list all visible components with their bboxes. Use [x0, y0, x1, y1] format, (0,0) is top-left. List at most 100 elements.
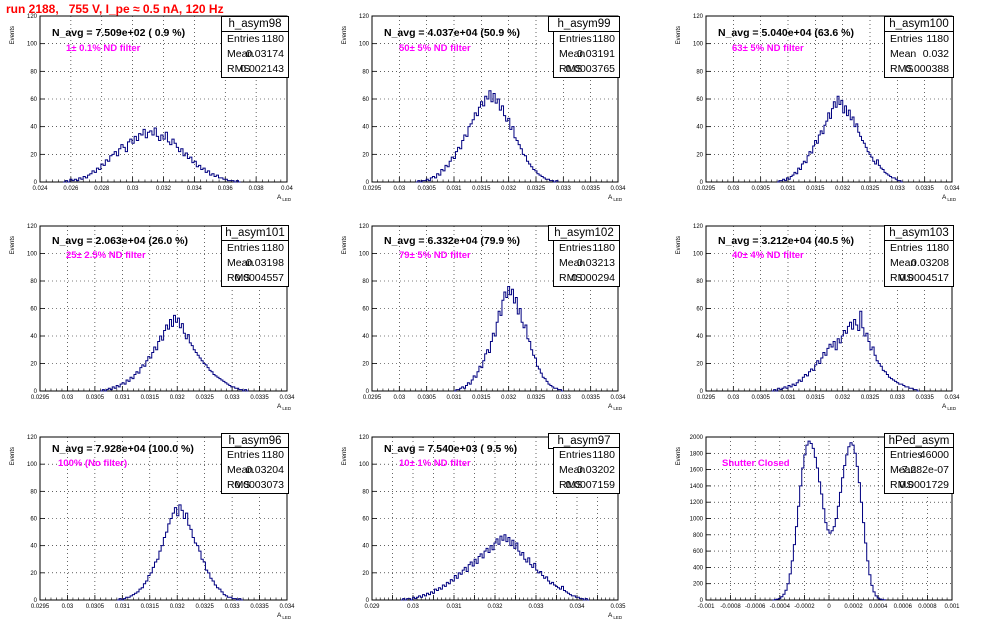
x-tick-label: 0.033 — [556, 186, 572, 192]
x-tick-label: 0.03 — [62, 395, 74, 401]
stats-label-rms: RMS — [227, 479, 251, 491]
y-tick-label: 100 — [693, 42, 704, 48]
stats-label-rms: RMS — [559, 479, 583, 491]
stats-label-entries: Entries — [890, 449, 923, 461]
x-tick-label: 0.0315 — [472, 186, 491, 192]
x-tick-label: 0.032 — [170, 395, 186, 401]
y-axis-title: Events — [10, 447, 16, 465]
y-tick-label: 80 — [30, 69, 37, 75]
stats-label-mean: Mean — [227, 48, 254, 60]
stats-row-rms: RMS 0.0007159 — [554, 478, 619, 493]
stats-row-mean: Mean 0.03198 — [222, 256, 288, 271]
stats-value-mean: 0.032 — [922, 48, 949, 60]
stats-value-rms: 0.0004557 — [234, 272, 284, 284]
y-tick-label: 80 — [362, 489, 369, 495]
x-tick-label: 0.031 — [446, 604, 462, 610]
stats-row-rms: RMS 0.0004517 — [885, 271, 953, 286]
y-tick-label: 80 — [30, 489, 37, 495]
x-tick-label: 0.035 — [610, 604, 626, 610]
y-tick-label: 60 — [362, 517, 369, 523]
stats-row-rms: RMS 0.000388 — [885, 62, 953, 77]
stats-value-rms: 0.0003073 — [234, 479, 284, 491]
stats-row-rms: RMS 0.002143 — [222, 62, 288, 77]
stats-row-mean: Mean 0.03208 — [885, 256, 953, 271]
x-tick-label: 0.0305 — [417, 186, 436, 192]
y-tick-label: 800 — [693, 533, 704, 539]
stats-value-entries: 1180 — [926, 242, 949, 254]
y-tick-label: 0 — [366, 180, 370, 186]
histogram-outline — [454, 286, 564, 392]
stats-label-rms: RMS — [890, 272, 914, 284]
stats-label-entries: Entries — [227, 242, 260, 254]
stats-row-entries: Entries 1180 — [885, 32, 953, 47]
x-tick-label: 0.0295 — [31, 395, 50, 401]
y-tick-label: 80 — [362, 279, 369, 285]
x-tick-label: 0.031 — [446, 395, 462, 401]
x-tick-label: 0.031 — [446, 186, 462, 192]
y-tick-label: 120 — [693, 224, 704, 230]
x-tick-label: 0.0295 — [697, 395, 716, 401]
x-tick-label: 0.03 — [393, 186, 405, 192]
histogram-outline — [777, 95, 903, 183]
stats-row-mean: Mean 0.03202 — [554, 463, 619, 478]
stats-value-entries: 1180 — [592, 242, 615, 254]
filter-label: 50± 5% ND filter — [399, 43, 471, 54]
stats-row-entries: Entries 1180 — [222, 32, 288, 47]
stats-box: Entries 46000 Mean -7.282e-07 RMS 0.0001729 — [884, 447, 954, 494]
y-tick-label: 20 — [30, 362, 37, 368]
n-avg-label: N_avg = 7.928e+04 (100.0 %) — [52, 443, 194, 455]
y-tick-label: 120 — [359, 435, 370, 441]
stats-label-entries: Entries — [227, 33, 260, 45]
filter-label: 40± 4% ND filter — [732, 250, 804, 261]
y-tick-label: 100 — [27, 252, 38, 258]
n-avg-label: N_avg = 7.540e+03 ( 9.5 %) — [384, 443, 518, 455]
stats-row-entries: Entries 1180 — [554, 448, 619, 463]
x-tick-label: 0.034 — [279, 604, 295, 610]
y-tick-label: 20 — [362, 152, 369, 158]
y-tick-label: 0 — [700, 180, 704, 186]
x-axis-title: ALED — [277, 612, 292, 620]
x-tick-label: 0.038 — [249, 186, 265, 192]
y-tick-label: 1800 — [690, 451, 704, 457]
x-tick-label: 0.031 — [780, 395, 796, 401]
y-tick-label: 120 — [693, 14, 704, 20]
x-tick-label: 0.033 — [528, 604, 544, 610]
stats-row-entries: Entries 46000 — [885, 448, 953, 463]
stats-row-mean: Mean 0.03204 — [222, 463, 288, 478]
x-axis-title: ALED — [942, 403, 957, 411]
histogram-outline — [100, 314, 249, 392]
stats-value-rms: 0.002143 — [240, 63, 284, 75]
x-tick-label: 0.0325 — [861, 395, 880, 401]
filter-label: 100% (No filter) — [58, 458, 128, 469]
y-tick-label: 40 — [362, 334, 369, 340]
filter-label: Shutter Closed — [722, 458, 790, 469]
x-tick-label: 0.0325 — [195, 395, 214, 401]
x-tick-label: 0 — [827, 604, 831, 610]
stats-row-mean: Mean 0.032 — [885, 47, 953, 62]
n-avg-label: N_avg = 5.040e+04 (63.6 %) — [718, 27, 855, 39]
y-tick-label: 20 — [362, 571, 369, 577]
y-tick-label: 120 — [359, 224, 370, 230]
x-axis-title: ALED — [277, 194, 292, 202]
y-tick-label: 0 — [34, 389, 38, 395]
stats-value-rms: 0.000294 — [571, 272, 615, 284]
stats-row-rms: RMS 0.0003765 — [554, 62, 619, 77]
y-tick-label: 0 — [34, 180, 38, 186]
y-tick-label: 60 — [30, 307, 37, 313]
x-tick-label: 0.0008 — [918, 604, 937, 610]
x-tick-label: -0.0002 — [794, 604, 815, 610]
y-tick-label: 1200 — [690, 500, 704, 506]
y-tick-label: 100 — [359, 462, 370, 468]
x-tick-label: 0.034 — [279, 395, 295, 401]
x-tick-label: 0.032 — [170, 604, 186, 610]
x-tick-label: 0.0295 — [31, 604, 50, 610]
y-tick-label: 200 — [693, 582, 704, 588]
x-tick-label: 0.031 — [115, 395, 131, 401]
stats-value-mean: 0.03213 — [577, 257, 615, 269]
n-avg-label: N_avg = 7.509e+02 ( 0.9 %) — [52, 27, 186, 39]
stats-row-entries: Entries 1180 — [554, 241, 619, 256]
stats-label-mean: Mean — [559, 257, 586, 269]
histogram-name-box: h_asym102 — [548, 225, 620, 241]
